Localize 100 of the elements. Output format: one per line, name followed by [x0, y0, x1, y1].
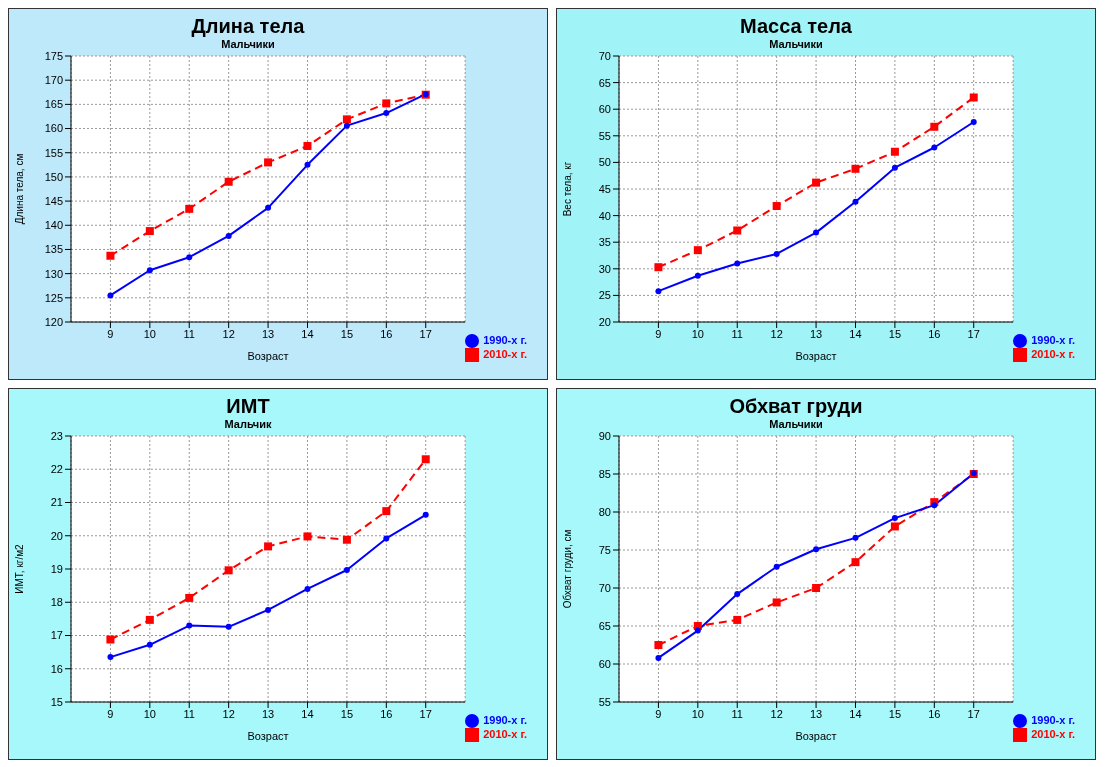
- point: [146, 267, 153, 274]
- legend-label: 1990-х г.: [1031, 713, 1075, 726]
- point: [813, 546, 820, 553]
- point: [970, 118, 977, 125]
- x-tick-label: 14: [301, 327, 314, 340]
- x-tick-label: 16: [380, 707, 393, 720]
- y-tick-label: 140: [44, 219, 63, 232]
- y-tick-label: 70: [598, 581, 611, 594]
- x-tick-label: 17: [967, 707, 980, 720]
- point: [812, 584, 821, 592]
- point: [930, 122, 939, 131]
- point: [342, 535, 351, 544]
- y-tick-label: 45: [598, 182, 611, 195]
- point: [773, 250, 780, 257]
- y-tick-label: 170: [44, 74, 63, 87]
- y-tick-label: 90: [598, 429, 611, 442]
- chart-title: Длина тела: [190, 15, 306, 38]
- y-tick-label: 135: [44, 243, 63, 256]
- y-tick-label: 120: [44, 315, 63, 328]
- x-tick-label: 12: [770, 707, 783, 720]
- point: [733, 615, 742, 624]
- y-tick-label: 20: [598, 315, 611, 328]
- point: [383, 535, 390, 542]
- point: [772, 202, 781, 211]
- x-tick-label: 9: [107, 327, 114, 340]
- x-tick-label: 10: [691, 707, 704, 720]
- x-tick-label: 9: [107, 707, 114, 720]
- point: [852, 534, 859, 541]
- point: [107, 654, 114, 661]
- point: [303, 532, 312, 541]
- y-tick-label: 150: [44, 170, 63, 183]
- point: [185, 204, 194, 213]
- y-tick-label: 80: [598, 505, 611, 518]
- y-tick-label: 130: [44, 267, 63, 280]
- y-axis-title: ИМТ, кг/м2: [13, 543, 25, 594]
- point: [303, 141, 312, 150]
- y-tick-label: 165: [44, 98, 63, 111]
- point: [224, 566, 233, 575]
- x-tick-label: 16: [928, 327, 941, 340]
- y-tick-label: 22: [50, 463, 63, 476]
- point: [812, 178, 821, 187]
- x-tick-label: 10: [143, 327, 156, 340]
- y-tick-label: 35: [598, 236, 611, 249]
- point: [654, 641, 663, 649]
- point: [655, 654, 662, 661]
- y-tick-label: 55: [598, 129, 611, 142]
- point: [931, 502, 938, 509]
- x-axis-title: Возраст: [247, 350, 289, 362]
- point: [265, 606, 272, 613]
- point: [891, 515, 898, 522]
- point: [186, 622, 193, 629]
- x-tick-label: 14: [849, 327, 862, 340]
- y-tick-label: 85: [598, 467, 611, 480]
- point: [383, 110, 390, 117]
- point: [342, 115, 351, 124]
- y-tick-label: 70: [598, 49, 611, 62]
- y-tick-label: 65: [598, 619, 611, 632]
- point: [694, 272, 701, 279]
- x-tick-label: 11: [183, 327, 195, 340]
- legend-label: 2010-х г.: [483, 347, 527, 360]
- y-tick-label: 30: [598, 262, 611, 275]
- x-tick-label: 17: [419, 327, 432, 340]
- chart-subtitle: Мальчики: [768, 418, 824, 430]
- point: [851, 558, 860, 567]
- point: [224, 177, 233, 186]
- x-tick-label: 10: [143, 707, 156, 720]
- chart-subtitle: Мальчик: [223, 418, 273, 430]
- point: [773, 563, 780, 570]
- y-tick-label: 50: [598, 156, 611, 169]
- point: [264, 542, 273, 551]
- x-tick-label: 17: [967, 327, 980, 340]
- x-tick-label: 11: [731, 707, 743, 720]
- point: [891, 164, 898, 171]
- y-tick-label: 16: [50, 662, 63, 675]
- point: [146, 641, 153, 648]
- y-tick-label: 25: [598, 289, 611, 302]
- point: [969, 93, 978, 102]
- x-tick-label: 9: [655, 707, 662, 720]
- point: [304, 585, 311, 592]
- x-tick-label: 14: [849, 707, 862, 720]
- y-tick-label: 18: [50, 596, 63, 609]
- x-tick-label: 11: [183, 707, 195, 720]
- point: [106, 635, 115, 644]
- point: [772, 598, 781, 607]
- point: [851, 164, 860, 173]
- point: [185, 593, 194, 602]
- y-tick-label: 145: [44, 195, 63, 207]
- x-tick-label: 17: [419, 707, 432, 720]
- y-tick-label: 23: [50, 429, 63, 442]
- y-tick-label: 40: [598, 209, 611, 222]
- legend-label: 2010-х г.: [1031, 347, 1075, 360]
- y-tick-label: 19: [50, 562, 63, 575]
- point: [107, 292, 114, 299]
- y-tick-label: 65: [598, 76, 611, 89]
- y-tick-label: 60: [598, 103, 611, 116]
- x-tick-label: 12: [222, 707, 235, 720]
- point: [145, 227, 154, 236]
- y-tick-label: 21: [50, 496, 63, 509]
- x-tick-label: 16: [380, 327, 393, 340]
- x-tick-label: 11: [731, 327, 743, 340]
